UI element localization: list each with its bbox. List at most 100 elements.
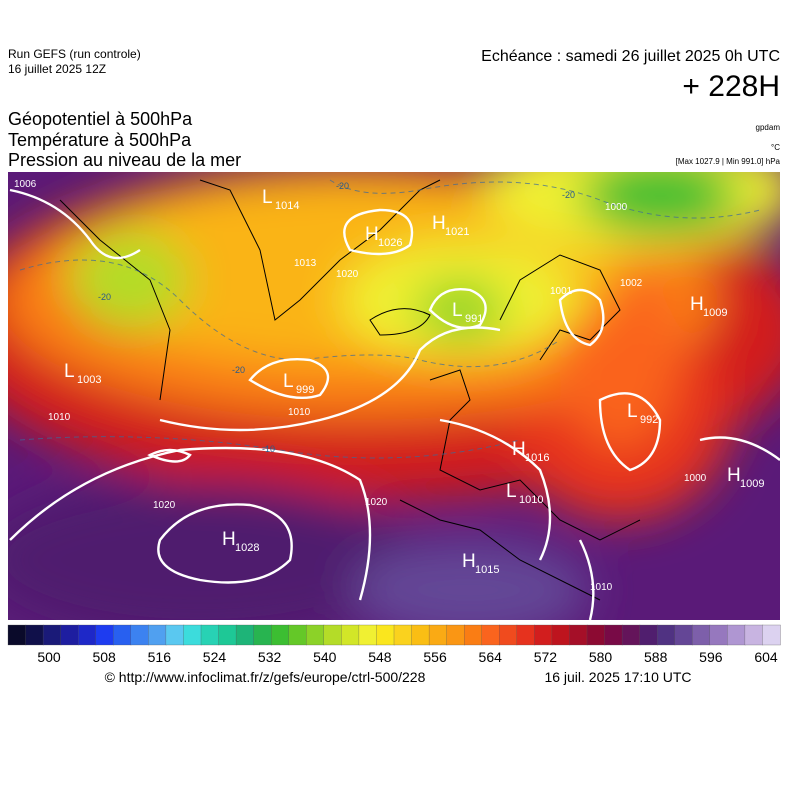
colorbar-swatch — [25, 624, 44, 646]
colorbar-swatch — [376, 624, 395, 646]
system-pressure: 1010 — [519, 494, 543, 506]
unit: [Max 1027.9 | Min 991.0] hPa — [676, 157, 781, 166]
lead-time: + 228H — [682, 70, 780, 103]
system-kind: H — [690, 294, 704, 315]
title: Température à 500hPa — [8, 130, 192, 150]
temperature-label: -20 — [562, 190, 575, 200]
isobar-label: 1020 — [365, 497, 388, 508]
colorbar-tick-label: 508 — [92, 649, 116, 665]
run-name: Run GEFS (run controle) — [8, 47, 141, 61]
isobar-label: 1010 — [288, 407, 311, 418]
system-kind: L — [262, 187, 273, 208]
generated-time: 16 juil. 2025 17:10 UTC — [544, 669, 691, 685]
source-url: © http://www.infoclimat.fr/z/gefs/europe… — [105, 669, 426, 685]
colorbar-swatch — [411, 624, 430, 646]
temperature-label: -10 — [262, 444, 275, 454]
isobar-label: 1000 — [684, 473, 707, 484]
system-pressure: 999 — [296, 384, 314, 396]
system-kind: L — [627, 401, 638, 422]
colorbar-tick-label: 572 — [534, 649, 558, 665]
colorbar-swatch — [621, 624, 641, 646]
title: Géopotentiel à 500hPa — [8, 109, 193, 129]
colorbar-swatch — [744, 624, 764, 646]
isobar-label: 1013 — [294, 258, 317, 269]
colorbar-tick-label: 500 — [37, 649, 61, 665]
colorbar-swatch — [428, 624, 448, 646]
isobar-label: 1020 — [336, 269, 359, 280]
colorbar-swatch — [464, 624, 483, 646]
system-kind: H — [365, 224, 379, 245]
run-date: 16 juillet 2025 12Z — [8, 62, 106, 76]
colorbar-tick-label: 596 — [699, 649, 723, 665]
colorbar-swatch — [148, 624, 167, 646]
colorbar-swatch — [271, 624, 290, 646]
system-kind: H — [432, 213, 446, 234]
colorbar-tick-label: 540 — [313, 649, 337, 665]
colorbar-swatch — [499, 624, 518, 646]
system-pressure: 1028 — [235, 542, 259, 554]
title: Pression au niveau de la mer — [8, 150, 241, 170]
colorbar-swatch — [692, 624, 711, 646]
colorbar-swatch — [516, 624, 536, 646]
temperature-label: -20 — [98, 292, 111, 302]
colorbar-tick-label: 580 — [589, 649, 613, 665]
echeance: Echéance : samedi 26 juillet 2025 0h UTC — [481, 48, 780, 65]
system-kind: H — [727, 465, 741, 486]
system-kind: L — [64, 361, 75, 382]
colorbar-tick-label: 524 — [203, 649, 227, 665]
system-pressure: 1021 — [445, 226, 469, 238]
colorbar-swatch — [586, 624, 606, 646]
colorbar-swatch — [657, 624, 676, 646]
unit: °C — [771, 143, 780, 152]
colorbar-swatch — [323, 624, 343, 646]
system-pressure: 1009 — [703, 307, 727, 319]
colorbar-tick-label: 556 — [423, 649, 447, 665]
isobar-label: 1010 — [48, 412, 71, 423]
colorbar-swatch — [218, 624, 237, 646]
system-pressure: 1009 — [740, 478, 764, 490]
system-kind: L — [506, 481, 517, 502]
colorbar-tick-label: 604 — [754, 649, 778, 665]
isobar-label: 1006 — [14, 179, 37, 190]
isobar-label: 1000 — [605, 202, 628, 213]
system-kind: H — [512, 439, 526, 460]
colorbar-swatch — [551, 624, 571, 646]
map — [8, 172, 780, 620]
colorbar-swatch — [78, 624, 97, 646]
colorbar-swatch — [7, 624, 27, 646]
colorbar-swatch — [569, 624, 588, 646]
system-pressure: 1003 — [77, 374, 101, 386]
colorbar-swatch — [674, 624, 693, 646]
colorbar-swatch — [306, 624, 325, 646]
colorbar-swatch — [534, 624, 553, 646]
colorbar-swatch — [95, 624, 114, 646]
colorbar-swatch — [604, 624, 623, 646]
system-pressure: 1026 — [378, 237, 402, 249]
colorbar-swatch — [183, 624, 202, 646]
colorbar-swatch — [253, 624, 272, 646]
colorbar-swatch — [727, 624, 746, 646]
colorbar-swatch — [200, 624, 220, 646]
system-pressure: 1014 — [275, 200, 299, 212]
colorbar-tick-label: 548 — [368, 649, 392, 665]
colorbar-swatch — [341, 624, 360, 646]
system-kind: L — [452, 300, 463, 321]
unit: gpdam — [756, 123, 781, 132]
temperature-label: -20 — [336, 181, 349, 191]
isobar-label: 1001 — [550, 286, 573, 297]
isobar-label: 1002 — [620, 278, 643, 289]
colorbar-swatch — [762, 624, 781, 646]
colorbar-swatch — [446, 624, 465, 646]
system-kind: H — [462, 551, 476, 572]
colorbar-swatch — [42, 624, 62, 646]
system-pressure: 1016 — [525, 452, 549, 464]
system-kind: L — [283, 371, 294, 392]
system-pressure: 992 — [640, 414, 658, 426]
colorbar-swatch — [709, 624, 729, 646]
isobar-label: 1020 — [153, 500, 176, 511]
temperature-label: -20 — [232, 365, 245, 375]
colorbar-swatch — [113, 624, 132, 646]
colorbar-swatch — [60, 624, 79, 646]
colorbar-tick-label: 532 — [258, 649, 282, 665]
colorbar-swatch — [165, 624, 185, 646]
